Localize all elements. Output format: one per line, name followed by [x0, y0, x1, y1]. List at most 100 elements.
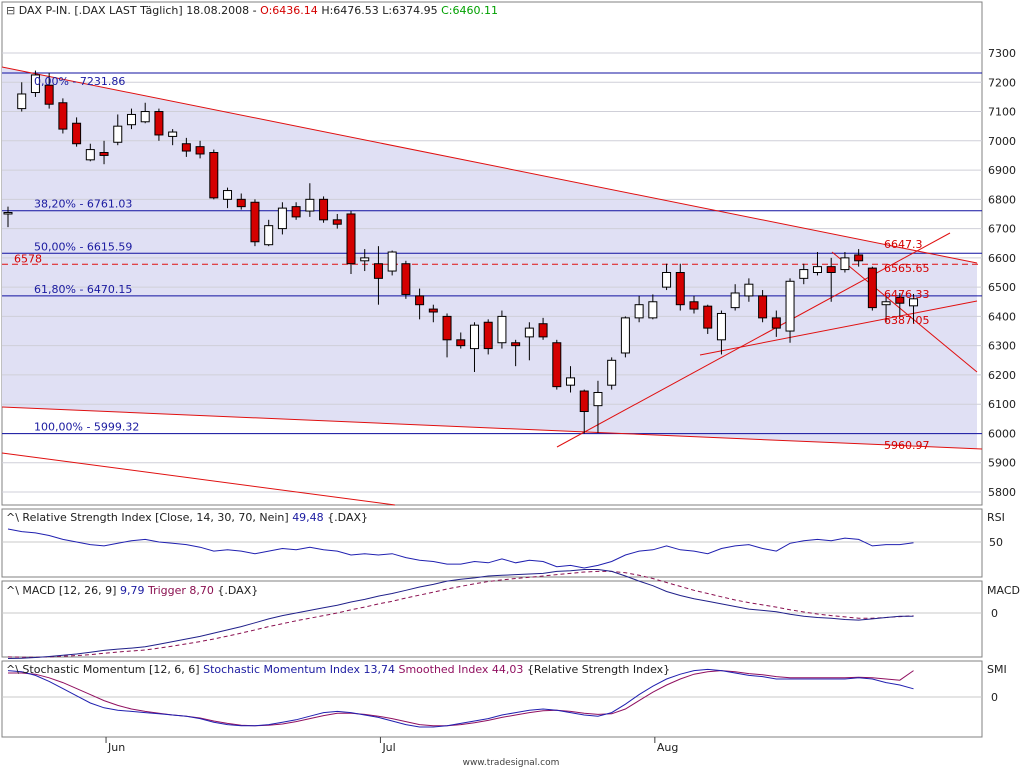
candle[interactable]: [524, 322, 534, 361]
candle[interactable]: [319, 196, 329, 223]
macd-plot-area[interactable]: [1, 580, 983, 658]
candle[interactable]: [140, 102, 150, 124]
candle[interactable]: [264, 219, 274, 247]
candle[interactable]: [730, 284, 740, 311]
fibonacci-labels: 0,00% - 7231.86 38,20% - 6761.03 50,00% - …: [34, 75, 139, 434]
candle-body: [675, 272, 685, 306]
candle[interactable]: [483, 319, 493, 355]
smi-panel[interactable]: ^\ Stochastic Momentum [12, 6, 6] Stocha…: [1, 660, 1007, 738]
candle[interactable]: [716, 310, 726, 355]
candle-body: [415, 295, 425, 306]
candle[interactable]: [250, 199, 260, 247]
smi-value: Stochastic Momentum Index 13,74: [203, 663, 395, 676]
candle[interactable]: [675, 263, 685, 311]
close-label: C:6460.11: [441, 4, 498, 17]
candle[interactable]: [579, 389, 589, 434]
candle[interactable]: [648, 294, 658, 320]
candle[interactable]: [209, 149, 219, 200]
candle[interactable]: [785, 278, 795, 343]
candle[interactable]: [17, 82, 27, 112]
smoothed-index-line: [8, 670, 914, 727]
candle[interactable]: [854, 249, 864, 267]
candle-body: [607, 359, 617, 386]
candle[interactable]: [360, 249, 370, 272]
candle[interactable]: [401, 260, 411, 299]
candle[interactable]: [662, 263, 672, 291]
candle[interactable]: [181, 137, 191, 157]
candle[interactable]: [744, 278, 754, 302]
candle[interactable]: [881, 295, 891, 323]
candle[interactable]: [703, 304, 713, 334]
candle[interactable]: [236, 193, 246, 210]
candle[interactable]: [456, 332, 466, 349]
candle-body: [250, 201, 260, 243]
candle[interactable]: [415, 288, 425, 320]
candle-body: [524, 327, 534, 338]
candle-body: [483, 321, 493, 350]
candle-body: [332, 219, 342, 225]
candle[interactable]: [44, 72, 54, 109]
smi-title: ^\ Stochastic Momentum [12, 6, 6] Stocha…: [6, 663, 670, 676]
candle[interactable]: [277, 202, 287, 235]
candle[interactable]: [469, 322, 479, 373]
candle[interactable]: [442, 313, 452, 358]
candle[interactable]: [634, 295, 644, 323]
candle-body: [566, 377, 576, 386]
price-tick-label: 6500: [988, 281, 1016, 294]
candle-body: [689, 301, 699, 310]
candle[interactable]: [840, 252, 850, 273]
candle[interactable]: [58, 98, 68, 134]
candle[interactable]: [812, 252, 822, 276]
candle[interactable]: [826, 257, 836, 302]
candle[interactable]: [195, 140, 205, 159]
candle-body: [99, 152, 109, 156]
price-tick-label: 7000: [988, 135, 1016, 148]
candle[interactable]: [909, 294, 919, 324]
candle[interactable]: [3, 206, 13, 228]
rsi-title: ^\ Relative Strength Index [Close, 14, 3…: [6, 511, 368, 524]
candle[interactable]: [538, 317, 548, 340]
candle[interactable]: [771, 310, 781, 337]
candle[interactable]: [895, 292, 905, 317]
candle-body: [209, 152, 219, 199]
rsi-panel[interactable]: ^\ Relative Strength Index [Close, 14, 3…: [1, 508, 1005, 578]
candle[interactable]: [85, 143, 95, 162]
candle[interactable]: [346, 211, 356, 274]
candle[interactable]: [72, 117, 82, 147]
candle-body: [785, 280, 795, 332]
candle[interactable]: [620, 316, 630, 358]
candlesticks[interactable]: [3, 70, 919, 434]
candle[interactable]: [126, 108, 136, 130]
expand-icon[interactable]: ⊟: [6, 4, 19, 17]
candle[interactable]: [113, 114, 123, 146]
candle[interactable]: [867, 266, 877, 311]
candle[interactable]: [373, 246, 383, 305]
candle[interactable]: [607, 357, 617, 390]
price-tick-label: 6100: [988, 398, 1016, 411]
macd-panel[interactable]: ^\ MACD [12, 26, 9] 9,79 Trigger 8,70 {.…: [1, 569, 1020, 659]
candle[interactable]: [566, 366, 576, 393]
candle-body: [319, 198, 329, 221]
macd-tick-0: 0: [991, 607, 998, 620]
candle[interactable]: [223, 187, 233, 209]
candle[interactable]: [497, 310, 507, 349]
candle[interactable]: [305, 183, 315, 217]
candle[interactable]: [511, 339, 521, 367]
candle[interactable]: [291, 202, 301, 220]
candle-body: [881, 301, 891, 306]
candle[interactable]: [428, 304, 438, 323]
candle[interactable]: [99, 140, 109, 165]
candle[interactable]: [387, 250, 397, 276]
candle[interactable]: [593, 380, 603, 433]
candle[interactable]: [30, 70, 40, 97]
smi-plot-area[interactable]: [1, 660, 983, 738]
candle[interactable]: [332, 213, 342, 229]
trendline-lower-channel: [1, 406, 983, 450]
candle[interactable]: [154, 108, 164, 141]
candle[interactable]: [552, 339, 562, 390]
candle[interactable]: [689, 295, 699, 314]
price-panel[interactable]: 7300 7200 7100 7000 6900 6800 6700 6600 6500 6400…: [1, 1, 1016, 506]
candle[interactable]: [799, 263, 809, 285]
candle[interactable]: [758, 290, 768, 323]
candle[interactable]: [168, 129, 178, 146]
